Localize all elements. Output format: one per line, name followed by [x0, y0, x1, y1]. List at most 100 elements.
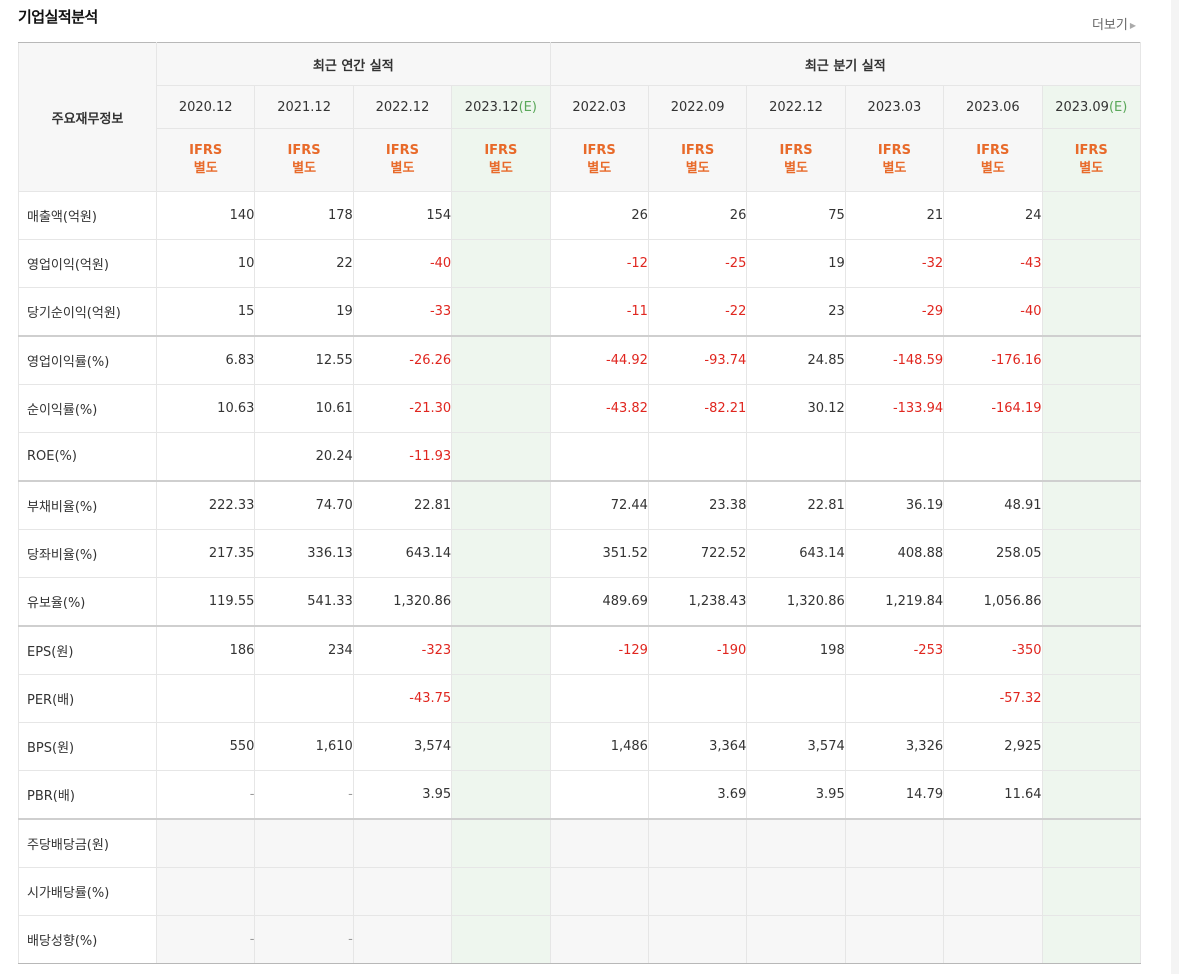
table-row: 당기순이익(억원) 15 19 -33 -11 -22 23 -29 -40 [18, 287, 1142, 337]
table-cell: 10.63 [155, 384, 256, 433]
table-cell [1041, 770, 1142, 820]
basis-header: IFRS 별도 [549, 128, 649, 192]
table-cell: 186 [155, 625, 256, 675]
table-cell: 489.69 [549, 577, 649, 627]
basis-header: IFRS 별도 [451, 128, 551, 192]
table-cell: 1,486 [549, 722, 649, 771]
basis-type: 별도 [292, 161, 317, 176]
table-cell: 20.24 [254, 432, 354, 482]
period-header: 2022.12 [352, 85, 453, 129]
table-cell: 1,610 [254, 722, 354, 771]
table-cell [844, 674, 945, 723]
table-cell: 3,364 [647, 722, 748, 771]
row-label: 매출액(억원) [18, 191, 157, 240]
table-cell [943, 818, 1043, 868]
table-cell: 12.55 [254, 335, 354, 385]
table-cell [647, 818, 748, 868]
table-cell: 119.55 [155, 577, 256, 627]
table-cell: 550 [155, 722, 256, 771]
basis-header: IFRS 별도 [647, 128, 748, 192]
table-cell: 643.14 [746, 529, 846, 578]
basis-header: IFRS 별도 [844, 128, 945, 192]
table-cell: 10 [155, 239, 256, 288]
basis-standard: IFRS [1074, 143, 1108, 158]
table-cell [943, 915, 1043, 964]
table-cell: 408.88 [844, 529, 945, 578]
table-cell: 15 [155, 287, 256, 337]
more-link[interactable]: 더보기 ▶ [1092, 14, 1136, 33]
table-cell: 21 [844, 191, 945, 240]
table-cell [155, 867, 256, 916]
period-year: 2023.06 [965, 99, 1020, 115]
basis-standard: IFRS [976, 143, 1010, 158]
table-cell: 19 [746, 239, 846, 288]
row-label: ROE(%) [18, 432, 157, 482]
table-cell [254, 818, 354, 868]
table-cell: 258.05 [943, 529, 1043, 578]
basis-standard: IFRS [385, 143, 420, 158]
table-cell: -323 [352, 625, 453, 675]
table-cell: 23 [746, 287, 846, 337]
table-cell [844, 818, 945, 868]
period-header: 2022.12 [746, 85, 846, 129]
table-cell [844, 432, 945, 482]
table-cell [647, 674, 748, 723]
basis-header: IFRS 별도 [352, 128, 453, 192]
table-cell: -22 [647, 287, 748, 337]
table-cell: 1,056.86 [943, 577, 1043, 627]
period-year: 2022.09 [670, 99, 725, 115]
row-label: 당기순이익(억원) [18, 287, 157, 337]
table-cell [155, 674, 256, 723]
period-header: 2022.03 [549, 85, 649, 129]
basis-type: 별도 [1079, 161, 1104, 176]
table-row: 부채비율(%) 222.33 74.70 22.81 72.44 23.38 22.81 36… [18, 480, 1142, 530]
row-label: 배당성향(%) [18, 915, 157, 964]
table-cell [451, 625, 551, 675]
table-cell [746, 818, 846, 868]
table-cell [451, 239, 551, 288]
period-year: 2022.03 [572, 99, 627, 115]
table-cell: -176.16 [943, 335, 1043, 385]
table-cell: 75 [746, 191, 846, 240]
row-label: 유보율(%) [18, 577, 157, 627]
table-cell [1041, 722, 1142, 771]
table-cell [746, 867, 846, 916]
table-cell: 3.95 [746, 770, 846, 820]
table-cell: 14.79 [844, 770, 945, 820]
table-cell: 24 [943, 191, 1043, 240]
table-cell: 24.85 [746, 335, 846, 385]
table-cell [1041, 432, 1142, 482]
table-cell [844, 867, 945, 916]
table-cell: 26 [647, 191, 748, 240]
table-cell: -25 [647, 239, 748, 288]
table-row: 배당성향(%) - - [18, 915, 1142, 964]
table-cell: -93.74 [647, 335, 748, 385]
basis-standard: IFRS [681, 143, 715, 158]
table-cell: -43 [943, 239, 1043, 288]
table-row: 시가배당률(%) [18, 867, 1142, 916]
basis-type: 별도 [685, 161, 710, 176]
table-row: BPS(원) 550 1,610 3,574 1,486 3,364 3,574 3,326 2… [18, 722, 1142, 771]
table-cell [1041, 191, 1142, 240]
table-cell: - [155, 915, 256, 964]
basis-standard: IFRS [484, 143, 518, 158]
table-cell [647, 915, 748, 964]
table-cell [451, 287, 551, 337]
table-cell: -29 [844, 287, 945, 337]
basis-header: IFRS 별도 [155, 128, 256, 192]
table-cell: 30.12 [746, 384, 846, 433]
period-year: 2021.12 [277, 99, 331, 115]
table-cell [451, 432, 551, 482]
table-cell: -57.32 [943, 674, 1043, 723]
scrollbar-track[interactable] [1171, 0, 1179, 974]
section-title: 기업실적분석 [18, 8, 98, 26]
table-cell: - [254, 915, 354, 964]
chevron-right-icon: ▶ [1129, 21, 1136, 30]
table-cell: 2,925 [943, 722, 1043, 771]
table-cell [549, 432, 649, 482]
row-label: BPS(원) [18, 722, 157, 771]
table-cell: -190 [647, 625, 748, 675]
period-header: 2023.06 [943, 85, 1043, 129]
table-cell: 541.33 [254, 577, 354, 627]
table-cell [943, 867, 1043, 916]
